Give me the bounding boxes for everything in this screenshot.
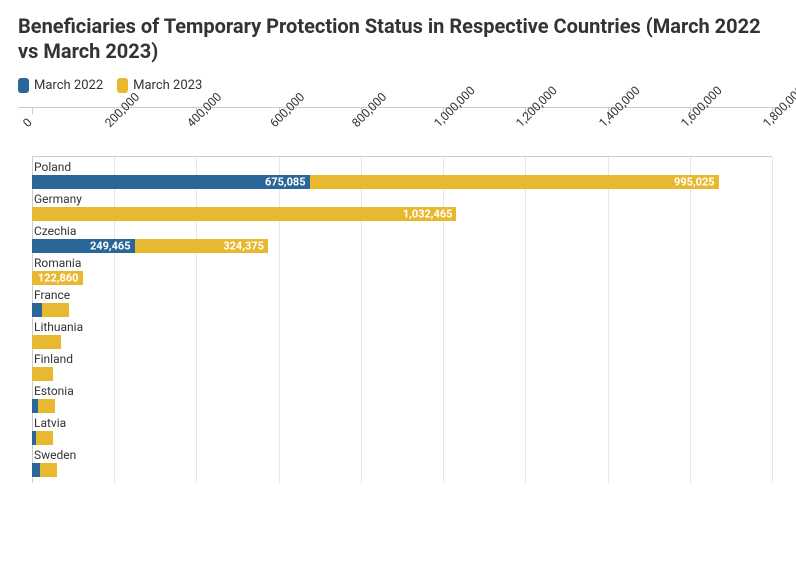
- bar-group: 249,465 324,375: [32, 239, 772, 253]
- country-label: France: [32, 288, 772, 302]
- bar-value-label: 1,032,465: [403, 208, 453, 221]
- bar-2022: [32, 303, 42, 317]
- bar-2022: 249,465: [32, 239, 135, 253]
- gridline: [772, 157, 773, 483]
- bar-2023: 324,375: [135, 239, 268, 253]
- axis-tick: [32, 108, 33, 114]
- bar-value-label: 995,025: [674, 176, 715, 189]
- axis-tick-label: 200,000: [102, 90, 142, 130]
- bar-2022: [32, 463, 40, 477]
- bar-group: [32, 367, 772, 381]
- bar-group: 1,032,465: [32, 207, 772, 221]
- country-label: Latvia: [32, 416, 772, 430]
- data-row: Sweden: [32, 445, 772, 477]
- data-row: Poland 675,085 995,025: [32, 157, 772, 189]
- axis-tick-label: 400,000: [185, 90, 225, 130]
- bar-value-label: 675,085: [265, 176, 306, 189]
- bar-2023: [32, 367, 53, 381]
- bar-value-label: 249,465: [90, 240, 131, 253]
- bar-group: [32, 431, 772, 445]
- bar-value-label: 324,375: [223, 240, 264, 253]
- bar-group: 675,085 995,025: [32, 175, 772, 189]
- data-row: Finland: [32, 349, 772, 381]
- legend-item-2022: March 2022: [18, 78, 103, 93]
- bar-2023: 1,032,465: [32, 207, 456, 221]
- bar-2023: [32, 335, 61, 349]
- plot-area: Poland675,085995,025Germany1,032,465Czec…: [32, 156, 772, 483]
- legend-swatch-2023: [117, 78, 128, 93]
- bar-group: 122,860: [32, 271, 772, 285]
- bar-2023: 995,025: [310, 175, 719, 189]
- bar-2023: [38, 399, 54, 413]
- data-row: Czechia 249,465 324,375: [32, 221, 772, 253]
- bar-group: [32, 463, 772, 477]
- data-row: Germany 1,032,465: [32, 189, 772, 221]
- country-label: Lithuania: [32, 320, 772, 334]
- chart-title: Beneficiaries of Temporary Protection St…: [18, 14, 778, 64]
- legend-swatch-2022: [18, 78, 29, 93]
- axis-tick-label: 600,000: [267, 90, 307, 130]
- bar-value-label: 122,860: [38, 272, 79, 285]
- x-axis: 0200,000400,000600,000800,0001,000,0001,…: [32, 108, 772, 156]
- country-label: Romania: [32, 256, 772, 270]
- bar-group: [32, 335, 772, 349]
- legend-label-2022: March 2022: [34, 78, 103, 93]
- data-row: Lithuania: [32, 317, 772, 349]
- bar-2023: 122,860: [32, 271, 83, 285]
- bar-group: [32, 399, 772, 413]
- data-row: France: [32, 285, 772, 317]
- country-label: Estonia: [32, 384, 772, 398]
- country-label: Finland: [32, 352, 772, 366]
- axis-tick-label: 0: [20, 115, 35, 130]
- country-label: Sweden: [32, 448, 772, 462]
- bar-2022: 675,085: [32, 175, 310, 189]
- bar-2023: [36, 431, 52, 445]
- chart: 0200,000400,000600,000800,0001,000,0001,…: [18, 107, 778, 483]
- bar-group: [32, 303, 772, 317]
- bar-2023: [42, 303, 69, 317]
- data-row: Romania 122,860: [32, 253, 772, 285]
- bar-2023: [40, 463, 56, 477]
- data-row: Estonia: [32, 381, 772, 413]
- axis-tick-label: 800,000: [349, 90, 389, 130]
- country-label: Poland: [32, 160, 772, 174]
- data-row: Latvia: [32, 413, 772, 445]
- country-label: Germany: [32, 192, 772, 206]
- country-label: Czechia: [32, 224, 772, 238]
- legend-label-2023: March 2023: [133, 78, 202, 93]
